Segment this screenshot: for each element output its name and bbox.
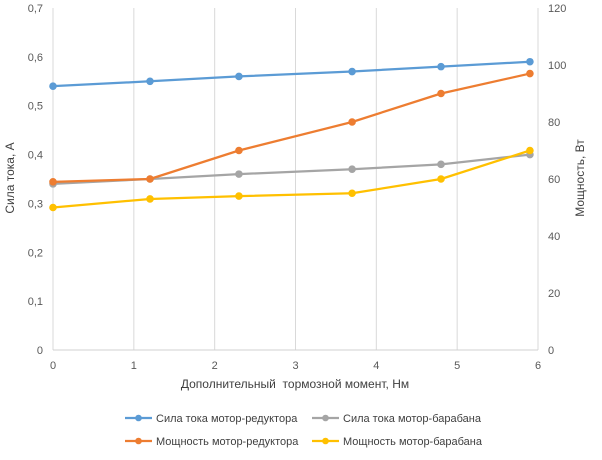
x-tick-label: 3	[292, 360, 298, 372]
series-line	[52, 72, 531, 183]
legend-label: Сила тока мотор-редуктора	[156, 413, 298, 425]
legend-swatch-marker	[135, 437, 142, 445]
x-tick-label: 4	[373, 360, 379, 372]
x-tick-label: 2	[212, 360, 218, 372]
y-left-tick-label: 0,6	[28, 52, 43, 64]
data-point	[235, 170, 243, 178]
legend-label: Мощность мотор-редуктора	[156, 436, 299, 448]
data-point	[437, 175, 445, 183]
series-2	[49, 150, 534, 188]
y-left-tick-label: 0,4	[28, 150, 43, 162]
data-point	[348, 118, 356, 126]
legend-label: Сила тока мотор-барабана	[343, 413, 482, 425]
data-point	[526, 146, 534, 155]
data-point	[235, 72, 243, 81]
data-point	[348, 165, 356, 174]
legend-item: Сила тока мотор-редуктора	[125, 413, 298, 425]
x-tick-label: 1	[131, 360, 137, 372]
y-left-tick-label: 0,3	[28, 198, 43, 210]
data-point	[437, 62, 445, 71]
y-right-tick-labels: 0 20 40 60 80 100 120	[548, 3, 566, 357]
series-3	[49, 69, 534, 186]
legend-swatch-marker	[322, 437, 329, 445]
y-left-tick-label: 0,5	[28, 101, 43, 113]
series-line	[52, 149, 531, 209]
x-axis-title: Дополнительный тормозной момент, Нм	[181, 377, 409, 391]
y-left-tick-label: 0,7	[28, 3, 43, 15]
data-point	[348, 67, 356, 76]
legend-swatch-marker	[135, 414, 142, 422]
series-line	[52, 60, 530, 88]
data-point	[49, 178, 57, 186]
data-point	[348, 189, 356, 198]
data-point	[146, 77, 154, 86]
legend-label: Мощность мотор-барабана	[343, 436, 483, 448]
x-tick-labels: 0 1 2 3 4 5 6	[50, 360, 541, 372]
y-right-tick-label: 100	[548, 60, 566, 72]
y-left-tick-label: 0,2	[28, 247, 43, 259]
data-point	[49, 82, 57, 90]
y-left-tick-label: 0,1	[28, 296, 43, 308]
y-right-axis-title: Мощность, Вт	[573, 139, 587, 217]
data-point	[49, 203, 57, 212]
y-right-tick-label: 60	[548, 174, 560, 186]
legend-item: Сила тока мотор-барабана	[312, 413, 482, 425]
data-point	[526, 69, 534, 78]
x-tick-label: 0	[50, 360, 56, 372]
legend-item: Мощность мотор-барабана	[312, 436, 483, 448]
data-point	[526, 57, 534, 66]
data-point	[146, 175, 154, 183]
y-right-tick-label: 0	[548, 345, 554, 357]
series	[49, 57, 534, 212]
data-point	[235, 146, 243, 155]
y-right-tick-label: 120	[548, 3, 566, 15]
x-tick-label: 5	[454, 360, 460, 372]
series-4	[49, 146, 534, 212]
y-left-axis-title: Сила тока, А	[3, 142, 17, 213]
data-point	[437, 89, 445, 98]
x-tick-label: 6	[535, 360, 541, 372]
y-left-tick-labels: 0 0,1 0,2 0,3 0,4 0,5 0,6 0,7	[28, 3, 43, 357]
legend: Сила тока мотор-редуктора Сила тока мотор…	[125, 413, 483, 448]
data-point	[437, 160, 445, 169]
legend-swatch-marker	[322, 414, 329, 422]
y-left-tick-label: 0	[37, 345, 43, 357]
y-right-tick-label: 20	[548, 288, 560, 300]
data-point	[235, 192, 243, 200]
data-point	[146, 195, 154, 203]
y-right-tick-label: 80	[548, 117, 560, 129]
series-1	[49, 57, 534, 90]
y-right-tick-label: 40	[548, 231, 560, 243]
legend-item: Мощность мотор-редуктора	[125, 436, 299, 448]
